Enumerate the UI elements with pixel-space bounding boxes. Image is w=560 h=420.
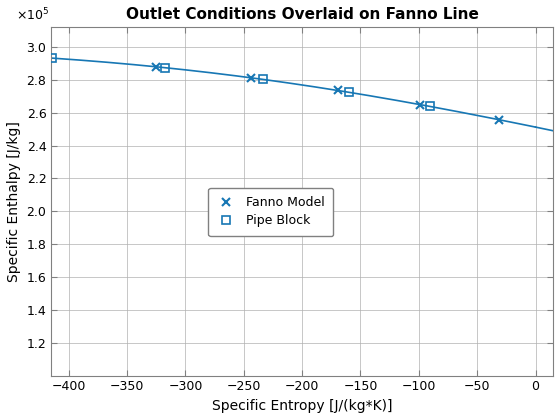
Fanno Model: [248, 75, 254, 80]
Title: Outlet Conditions Overlaid on Fanno Line: Outlet Conditions Overlaid on Fanno Line: [125, 7, 479, 22]
X-axis label: Specific Entropy [J/(kg*K)]: Specific Entropy [J/(kg*K)]: [212, 399, 393, 413]
Fanno Model: [334, 88, 341, 93]
Line: Pipe Block: Pipe Block: [0, 41, 434, 110]
Pipe Block: [48, 55, 55, 60]
Legend: Fanno Model, Pipe Block: Fanno Model, Pipe Block: [208, 188, 333, 236]
Fanno Model: [38, 55, 45, 60]
Fanno Model: [416, 102, 423, 107]
Line: Fanno Model: Fanno Model: [0, 41, 503, 124]
Pipe Block: [427, 104, 433, 109]
Y-axis label: Specific Enthalpy [J/kg]: Specific Enthalpy [J/kg]: [7, 121, 21, 282]
Fanno Model: [153, 64, 160, 69]
Fanno Model: [495, 117, 502, 122]
Pipe Block: [259, 77, 266, 82]
Pipe Block: [346, 90, 352, 95]
Text: $\times10^5$: $\times10^5$: [16, 7, 49, 24]
Pipe Block: [161, 65, 168, 70]
